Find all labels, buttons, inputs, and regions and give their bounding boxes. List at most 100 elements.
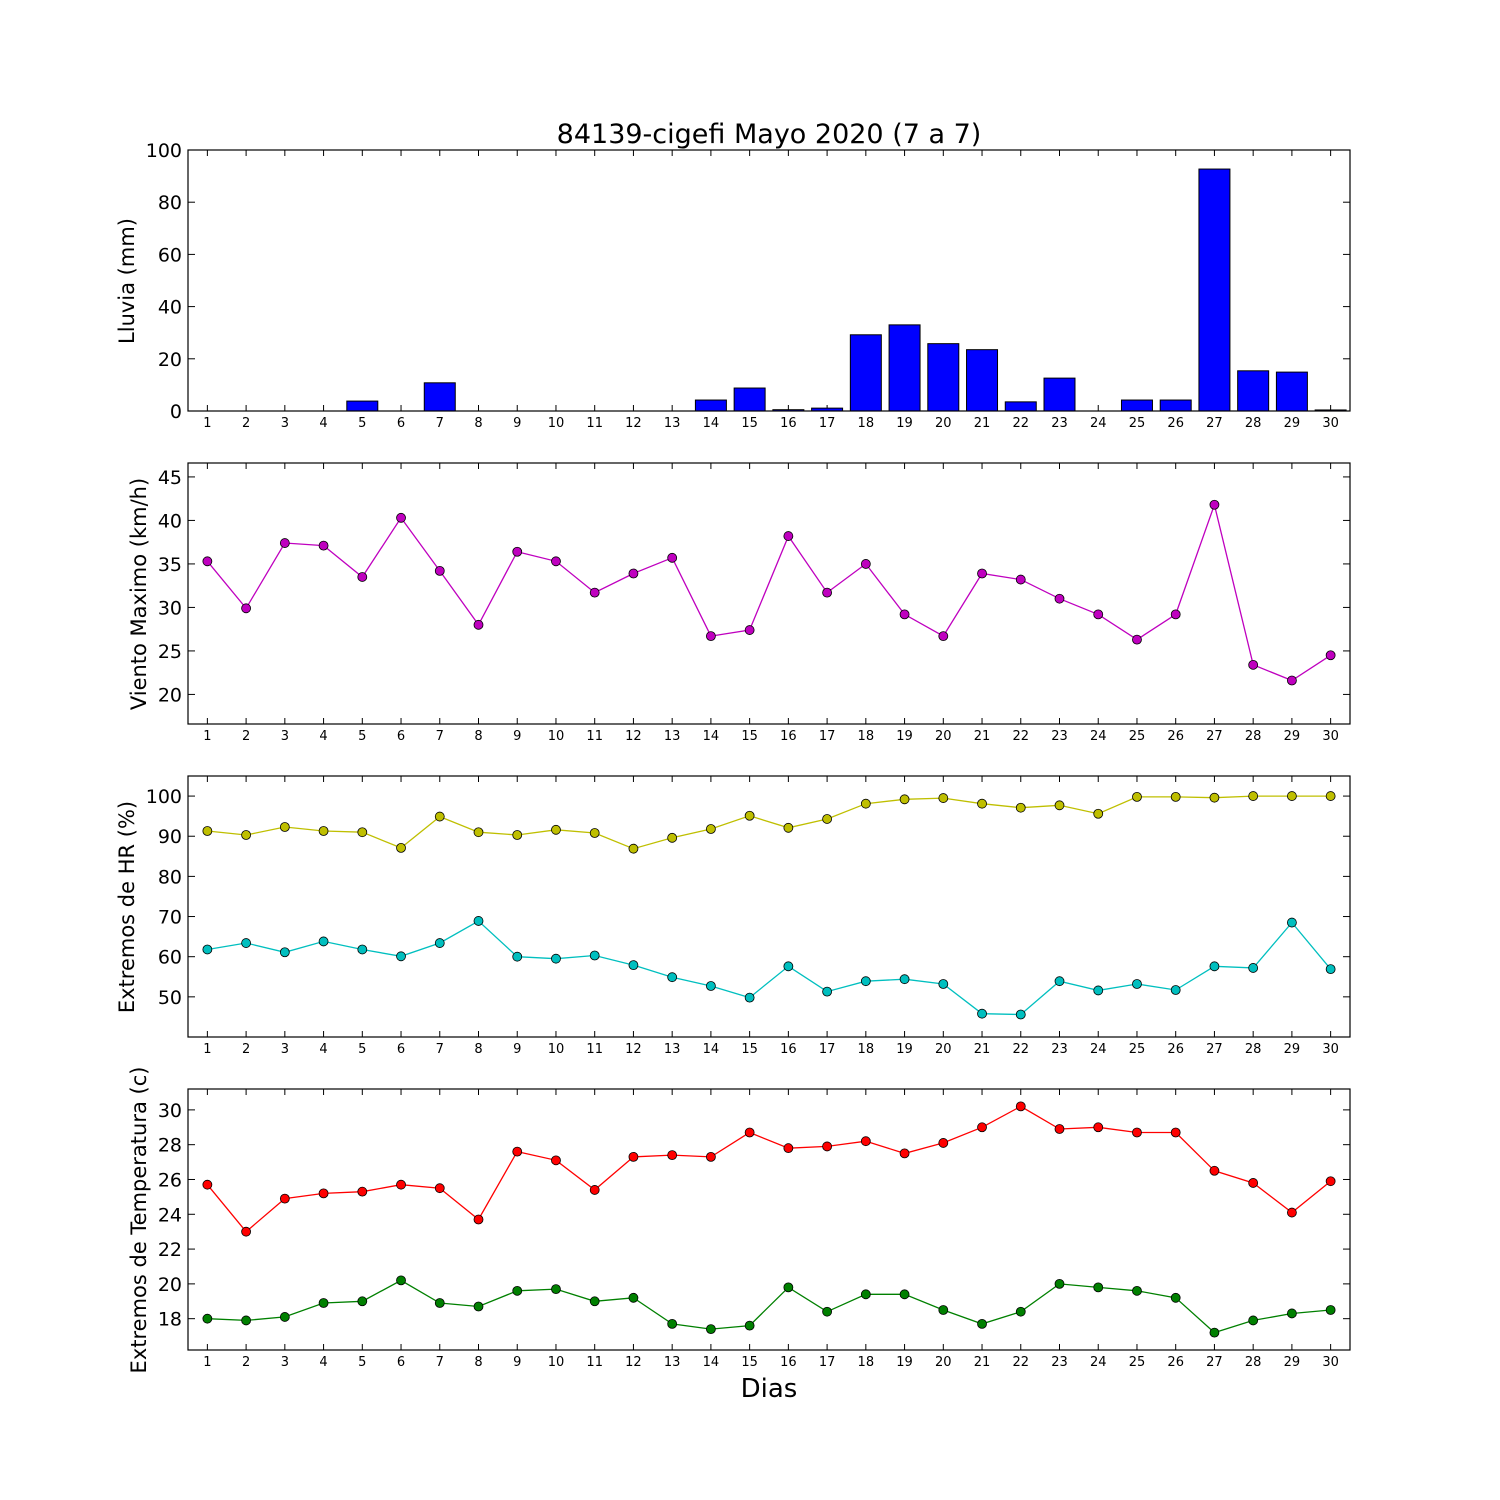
- y-tick-label: 35: [158, 554, 182, 576]
- data-point: [551, 953, 561, 964]
- x-tick-label: 14: [703, 1042, 720, 1057]
- x-tick-label: 2: [242, 1355, 250, 1370]
- y-tick-label: 30: [158, 597, 182, 619]
- data-point: [706, 981, 716, 991]
- x-tick-label: 10: [548, 1355, 565, 1370]
- chart-title: 84139-cigefi Mayo 2020 (7 a 7): [557, 119, 982, 150]
- x-tick-label: 9: [513, 729, 521, 744]
- data-point: [1054, 976, 1065, 987]
- x-tick-label: 12: [625, 1042, 642, 1057]
- data-point: [899, 1148, 910, 1159]
- x-tick-label: 28: [1245, 1042, 1262, 1057]
- data-point: [512, 830, 523, 840]
- data-point: [512, 546, 523, 557]
- data-point: [1132, 1127, 1142, 1138]
- x-tick-label: 21: [974, 1042, 991, 1057]
- data-point: [860, 1136, 871, 1147]
- data-point: [860, 976, 871, 987]
- data-point: [977, 1008, 987, 1019]
- x-tick-label: 5: [358, 416, 366, 431]
- x-tick-label: 10: [548, 416, 565, 431]
- data-point: [434, 811, 445, 822]
- data-point: [899, 1289, 910, 1300]
- x-tick-label: 25: [1129, 729, 1146, 744]
- data-point: [706, 1324, 716, 1335]
- x-tick-label: 15: [741, 1042, 758, 1057]
- data-point: [1093, 985, 1104, 996]
- data-point: [783, 961, 794, 972]
- x-tick-label: 24: [1090, 729, 1107, 744]
- rain-bar: [1004, 401, 1037, 412]
- x-tick-label: 1: [203, 416, 211, 431]
- data-point: [977, 1319, 987, 1329]
- data-point: [938, 631, 949, 642]
- data-point: [202, 1179, 213, 1190]
- data-point: [822, 1306, 832, 1317]
- x-tick-label: 5: [358, 1355, 366, 1370]
- x-tick-label: 3: [281, 416, 289, 431]
- x-tick-label: 13: [664, 1042, 681, 1057]
- data-point: [512, 1285, 523, 1296]
- data-point: [706, 824, 716, 834]
- data-point: [589, 950, 600, 961]
- data-point: [628, 843, 639, 854]
- x-tick-label: 18: [858, 729, 875, 744]
- x-tick-label: 22: [1012, 1355, 1029, 1370]
- y-tick-label: 20: [158, 1274, 182, 1296]
- x-tick-label: 29: [1284, 416, 1301, 431]
- x-tick-label: 17: [819, 729, 836, 744]
- x-tick-label: 21: [974, 1355, 991, 1370]
- x-tick-label: 19: [896, 416, 913, 431]
- x-tick-label: 7: [436, 416, 444, 431]
- x-tick-label: 23: [1051, 729, 1068, 744]
- x-tick-label: 24: [1090, 1042, 1107, 1057]
- data-point: [589, 587, 600, 598]
- data-point: [241, 1315, 252, 1326]
- x-tick-label: 30: [1322, 1042, 1339, 1057]
- x-tick-label: 26: [1167, 1042, 1184, 1057]
- data-point: [1287, 791, 1297, 801]
- rain-bar: [694, 399, 727, 412]
- series-line-1: [207, 1279, 1331, 1334]
- data-point: [744, 1320, 755, 1331]
- data-point: [589, 828, 600, 838]
- data-point: [396, 1179, 406, 1190]
- series-line-0: [206, 1105, 1332, 1233]
- data-point: [202, 556, 213, 567]
- x-tick-label: 4: [319, 1042, 327, 1057]
- rain-bar: [888, 324, 921, 412]
- x-tick-label: 26: [1167, 1355, 1184, 1370]
- y-tick-label: 100: [146, 140, 182, 162]
- data-point: [1132, 1285, 1142, 1296]
- rain-bar: [346, 400, 379, 412]
- data-point: [899, 794, 910, 805]
- rain-bar: [1120, 399, 1153, 412]
- x-tick-label: 3: [281, 729, 289, 744]
- rain-bar: [1043, 377, 1076, 412]
- data-point: [1248, 791, 1259, 801]
- x-tick-label: 19: [896, 1355, 913, 1370]
- x-tick-label: 13: [664, 416, 681, 431]
- data-point: [1209, 792, 1220, 803]
- x-tick-label: 25: [1129, 1355, 1146, 1370]
- x-tick-label: 1: [203, 1042, 211, 1057]
- data-point: [357, 1186, 368, 1197]
- x-tick-label: 15: [741, 1355, 758, 1370]
- x-tick-label: 16: [780, 416, 797, 431]
- data-point: [202, 944, 213, 955]
- data-point: [1015, 1306, 1026, 1317]
- data-point: [822, 986, 832, 997]
- rain-bar: [927, 343, 960, 412]
- rain-bar: [1275, 371, 1308, 412]
- data-point: [977, 1122, 987, 1133]
- y-tick-label: 25: [158, 641, 182, 663]
- rain-bar: [966, 349, 999, 412]
- x-tick-label: 9: [513, 416, 521, 431]
- data-point: [396, 1275, 406, 1286]
- data-point: [241, 938, 252, 948]
- y-axis-label: Extremos de HR (%): [115, 801, 139, 1013]
- data-point: [241, 830, 252, 840]
- x-tick-label: 8: [474, 729, 482, 744]
- x-tick-label: 8: [474, 416, 482, 431]
